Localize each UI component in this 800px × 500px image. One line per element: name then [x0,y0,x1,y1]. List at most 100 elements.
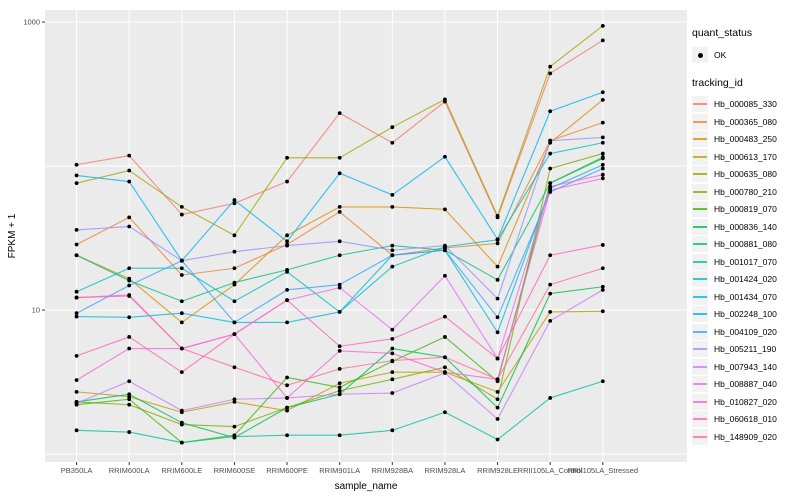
data-point [232,320,237,325]
legend-label: Hb_000881_080 [714,239,777,250]
data-point [390,377,395,382]
data-point [285,179,289,184]
legend-key [692,376,708,393]
data-point [179,346,184,351]
legend-label: Hb_000613_170 [714,151,777,162]
data-point [179,311,184,316]
legend-key-line-icon [693,103,707,106]
data-point [390,125,395,130]
data-point [179,420,184,425]
legend-title-tracking-id: tracking_id [692,76,743,89]
data-point [285,396,289,400]
data-point [443,370,447,375]
legend-key [692,341,708,358]
data-point [548,166,553,171]
legend-item-Hb_001424_020: Hb_001424_020 [692,271,800,289]
data-point [548,253,553,258]
data-point [285,243,289,248]
data-point [285,155,289,160]
data-point [600,243,605,247]
data-point [285,298,289,303]
data-point [495,237,500,242]
data-point [232,332,237,337]
data-point [337,111,342,116]
legend-item-Hb_002248_100: Hb_002248_100 [692,306,800,324]
data-point [337,392,342,397]
data-point [600,120,605,125]
legend-key [692,131,708,148]
data-point [495,405,500,410]
x-tick-label: RRIM928LA [425,466,466,475]
data-point [285,375,289,380]
data-point [337,310,342,314]
data-point [390,351,395,356]
data-point [443,273,447,278]
data-point [600,23,605,28]
data-point [232,198,237,202]
data-point [443,365,447,370]
legend-key-line-icon [693,313,707,316]
legend-label: Hb_000819_070 [714,204,777,215]
data-point [337,155,342,160]
data-point [600,287,605,292]
data-point [495,417,500,421]
data-point [390,204,395,209]
data-point [74,173,79,178]
data-point [600,284,605,289]
legend-key-line-icon [693,330,707,333]
point-icon [698,52,703,58]
legend-label: Hb_004109_020 [714,326,777,337]
data-point [600,309,605,314]
data-point [600,135,605,140]
data-point [74,162,79,167]
legend-item-Hb_001017_070: Hb_001017_070 [692,253,800,271]
data-point [74,354,79,358]
data-point [495,241,500,246]
data-point [74,378,79,382]
data-point [232,299,237,304]
data-point [127,168,132,173]
data-point [337,388,342,393]
data-point [232,249,237,254]
legend-key-line-icon [693,208,707,211]
data-point [179,204,184,209]
data-point [443,207,447,212]
data-point [600,162,605,167]
legend-item-Hb_060618_010: Hb_060618_010 [692,411,800,429]
data-point [127,315,132,320]
data-point [548,184,553,189]
data-point [127,283,132,288]
legend-key-line-icon [693,120,707,123]
data-point [390,140,395,145]
data-point [548,282,553,287]
legend-item-Hb_000836_140: Hb_000836_140 [692,218,800,236]
legend-item-Hb_000780_210: Hb_000780_210 [692,183,800,201]
legend-key-line-icon [693,243,707,246]
legend-key-line-icon [693,348,707,351]
data-point [600,97,605,102]
data-point [127,293,132,297]
legend-key [692,288,708,305]
legend-item-Hb_000881_080: Hb_000881_080 [692,236,800,254]
legend-key [692,166,708,183]
data-point [495,315,500,320]
data-point [74,401,79,406]
data-point [74,314,79,319]
data-point [74,227,79,232]
data-point [390,243,395,248]
data-point [390,428,395,433]
data-point [600,176,605,181]
x-tick-label: RRIM600LA [109,466,150,475]
legend-key [692,411,708,428]
data-point [232,365,237,370]
legend-key [692,323,708,340]
data-point [179,320,184,325]
data-point [127,392,132,397]
data-point [495,389,500,394]
y-tick-label: 10 [32,306,40,315]
data-point [285,269,289,274]
data-point [179,370,184,375]
legend-key-line-icon [693,383,707,386]
